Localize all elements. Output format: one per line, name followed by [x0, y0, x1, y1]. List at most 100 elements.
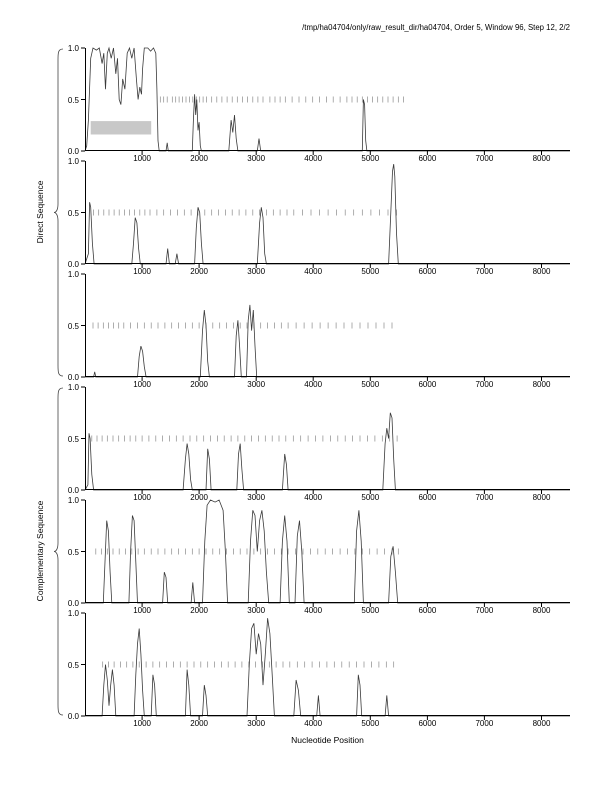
- y-tick-label: 1.0: [67, 496, 79, 505]
- probability-trace: [85, 499, 570, 604]
- x-tick-label: 8000: [532, 267, 551, 276]
- panel-5: 0.0 0.5 1.0 1000 2000 3000 4000 5000 6000 7000 800…: [68, 496, 570, 615]
- panel-6-plot-area: [81, 612, 570, 720]
- probability-trace: [85, 618, 570, 717]
- y-tick-label: 0.0: [67, 260, 79, 269]
- x-tick-label: 5000: [361, 380, 380, 389]
- y-tick-label: 1.0: [67, 383, 79, 392]
- panel-2: 0.0 0.5 1.0 1000 2000 3000 4000 5000 6000 7000 800…: [68, 157, 570, 276]
- x-tick-label: 8000: [532, 380, 551, 389]
- x-tick-label: 8000: [532, 606, 551, 615]
- panel-4: 0.0 0.5 1.0 1000 2000 3000 4000 5000 6000 7000 800…: [68, 383, 570, 502]
- half-level-tick-marks: [93, 209, 397, 216]
- y-tick-label: 0.0: [67, 486, 79, 495]
- axes: [81, 273, 570, 381]
- direct-group-brace-icon: [53, 48, 64, 377]
- x-tick-label: 3000: [247, 380, 266, 389]
- x-tick-label: 5000: [361, 606, 380, 615]
- panel-3-plot-area: [81, 273, 570, 381]
- panel-6: 0.0 0.5 1.0 1000 2000 3000 4000 5000 6000 7000 800…: [68, 609, 570, 728]
- x-tick-label: 7000: [475, 154, 494, 163]
- y-tick-label: 0.5: [67, 321, 79, 331]
- plot-title: /tmp/ha04704/only/raw_result_dir/ha04704…: [302, 23, 570, 32]
- x-tick-label: 3000: [247, 267, 266, 276]
- y-tick-label: 0.0: [67, 147, 79, 156]
- x-axis-title: Nucleotide Position: [291, 735, 364, 745]
- x-tick-label: 6000: [418, 154, 437, 163]
- x-tick-label: 7000: [475, 719, 494, 728]
- y-tick-label: 0.0: [67, 712, 79, 721]
- direct-sequence-group-label: Direct Sequence: [35, 180, 45, 244]
- x-tick-label: 8000: [532, 493, 551, 502]
- y-tick-label: 0.5: [67, 95, 79, 105]
- probability-trace: [84, 412, 570, 491]
- x-tick-label: 7000: [475, 493, 494, 502]
- x-tick-label: 2000: [190, 154, 208, 163]
- y-tick-label: 0.5: [67, 547, 79, 557]
- x-tick-label: 5000: [361, 267, 380, 276]
- x-tick-label: 4000: [304, 154, 323, 163]
- probability-trace: [84, 46, 570, 152]
- y-tick-label: 1.0: [67, 609, 79, 618]
- axes: [81, 386, 570, 494]
- x-tick-label: 2000: [190, 719, 208, 728]
- x-tick-label: 7000: [475, 380, 494, 389]
- x-tick-label: 6000: [418, 719, 437, 728]
- x-tick-label: 3000: [247, 493, 266, 502]
- x-tick-label: 6000: [418, 493, 437, 502]
- x-tick-label: 2000: [190, 493, 208, 502]
- axes: [81, 160, 570, 268]
- x-tick-label: 1000: [133, 154, 151, 163]
- y-tick-label: 0.5: [67, 660, 79, 670]
- x-tick-label: 5000: [361, 719, 380, 728]
- panel-2-plot-area: [81, 160, 570, 268]
- half-level-tick-marks: [95, 548, 399, 555]
- x-tick-label: 6000: [418, 267, 437, 276]
- x-tick-label: 1000: [133, 719, 151, 728]
- predicted-region-box: [90, 121, 152, 135]
- x-tick-label: 6000: [418, 606, 437, 615]
- x-tick-label: 5000: [361, 154, 380, 163]
- x-tick-label: 1000: [133, 493, 151, 502]
- x-tick-label: 1000: [133, 606, 151, 615]
- x-tick-label: 6000: [418, 380, 437, 389]
- y-tick-label: 0.0: [67, 599, 79, 608]
- x-tick-label: 1000: [133, 267, 151, 276]
- x-tick-label: 4000: [304, 493, 323, 502]
- probability-trace: [85, 304, 570, 378]
- complementary-sequence-group-label: Complementary Sequence: [35, 500, 45, 602]
- y-tick-label: 0.0: [67, 373, 79, 382]
- complementary-group-brace-icon: [53, 387, 64, 716]
- x-tick-label: 2000: [190, 606, 208, 615]
- x-tick-label: 4000: [304, 606, 323, 615]
- probability-trace: [84, 164, 570, 265]
- y-tick-label: 1.0: [67, 157, 79, 166]
- panel-4-plot-area: [81, 386, 570, 494]
- x-tick-label: 3000: [247, 606, 266, 615]
- half-level-tick-marks: [92, 322, 393, 329]
- half-level-tick-marks: [91, 435, 398, 442]
- y-tick-label: 1.0: [67, 270, 79, 279]
- x-tick-label: 7000: [475, 606, 494, 615]
- x-tick-label: 4000: [304, 719, 323, 728]
- y-tick-label: 0.5: [67, 434, 79, 444]
- panel-3: 0.0 0.5 1.0 1000 2000 3000 4000 5000 6000 7000 800…: [68, 270, 570, 389]
- x-tick-label: 2000: [190, 267, 208, 276]
- x-tick-label: 3000: [247, 154, 266, 163]
- x-tick-label: 2000: [190, 380, 208, 389]
- x-tick-label: 8000: [532, 154, 551, 163]
- x-tick-label: 7000: [475, 267, 494, 276]
- y-tick-label: 0.5: [67, 208, 79, 218]
- panel-5-plot-area: [81, 499, 570, 607]
- half-level-tick-marks: [102, 661, 395, 668]
- half-level-tick-marks: [159, 96, 404, 103]
- panel-1: 0.0 0.5 1.0 1000 2000 3000 4000 5000 6000 7000 800…: [68, 44, 570, 163]
- axes: [81, 47, 570, 155]
- panel-1-plot-area: [81, 46, 570, 155]
- axes: [81, 499, 570, 607]
- axes: [81, 612, 570, 720]
- x-tick-label: 4000: [304, 267, 323, 276]
- x-tick-label: 5000: [361, 493, 380, 502]
- x-tick-label: 4000: [304, 380, 323, 389]
